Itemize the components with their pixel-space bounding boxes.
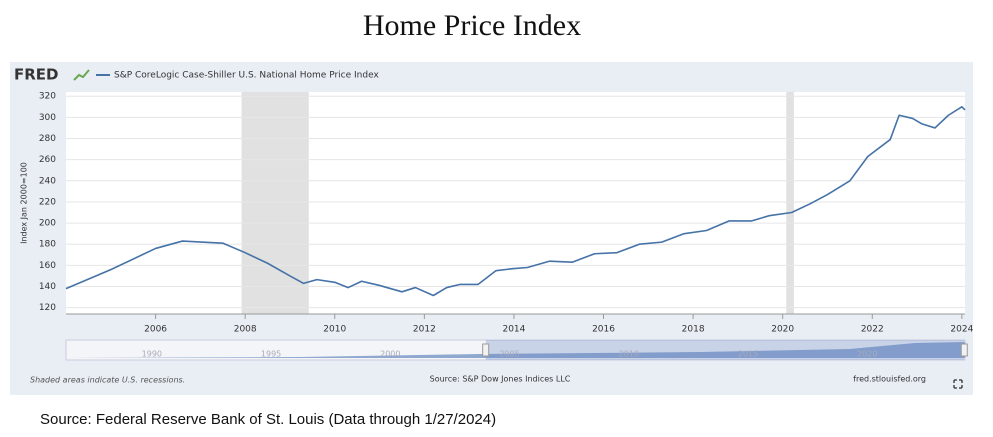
x-tick-label: 2012 <box>413 325 436 335</box>
plot-area <box>66 92 965 314</box>
navigator-tick-label: 1990 <box>142 350 162 359</box>
recession-band <box>786 92 794 314</box>
y-tick-label: 280 <box>39 134 56 144</box>
navigator-handle[interactable] <box>960 343 968 357</box>
y-tick-label: 120 <box>39 303 56 313</box>
y-tick-label: 320 <box>39 92 56 102</box>
x-tick-label: 2016 <box>592 325 615 335</box>
navigator-tick-label: 2015 <box>738 350 758 359</box>
navigator-handle[interactable] <box>482 343 490 357</box>
x-tick-label: 2022 <box>861 325 884 335</box>
y-tick-label: 200 <box>39 219 56 229</box>
source-note: Source: S&P Dow Jones Indices LLC <box>430 375 571 384</box>
legend-label: S&P CoreLogic Case-Shiller U.S. National… <box>114 71 379 81</box>
x-tick-label: 2018 <box>682 325 705 335</box>
chart-title: Home Price Index <box>363 9 581 42</box>
navigator-tick-label: 2005 <box>499 350 519 359</box>
recession-note: Shaded areas indicate U.S. recessions. <box>30 376 185 385</box>
logo: FRED <box>14 66 59 84</box>
y-tick-label: 220 <box>39 197 56 207</box>
y-tick-label: 300 <box>39 113 56 123</box>
y-tick-label: 140 <box>39 282 56 292</box>
navigator-tick-label: 2010 <box>619 350 639 359</box>
footer: Source: Federal Reserve Bank of St. Loui… <box>40 411 496 428</box>
navigator-tick-label: 2000 <box>380 350 400 359</box>
y-tick-label: 160 <box>39 261 56 271</box>
navigator-selection[interactable] <box>485 340 965 360</box>
navigator-tick-label: 2020 <box>857 350 877 359</box>
recession-band <box>241 92 309 314</box>
series-line <box>65 106 966 297</box>
site-link[interactable]: fred.stlouisfed.org <box>853 375 926 384</box>
navigator-tick-label: 1995 <box>261 350 281 359</box>
fullscreen-icon[interactable] <box>953 379 963 389</box>
x-tick-label: 2014 <box>502 325 525 335</box>
navigator-area <box>66 342 965 358</box>
y-tick-label: 180 <box>39 240 56 250</box>
x-tick-label: 2006 <box>144 325 167 335</box>
x-tick-label: 2020 <box>771 325 794 335</box>
x-tick-label: 2024 <box>950 325 973 335</box>
x-tick-label: 2008 <box>234 325 257 335</box>
y-tick-label: 240 <box>39 176 56 186</box>
logo-icon <box>73 69 90 81</box>
x-tick-label: 2010 <box>323 325 346 335</box>
y-axis-label: Index Jan 2000=100 <box>20 162 29 244</box>
y-tick-label: 260 <box>39 155 56 165</box>
